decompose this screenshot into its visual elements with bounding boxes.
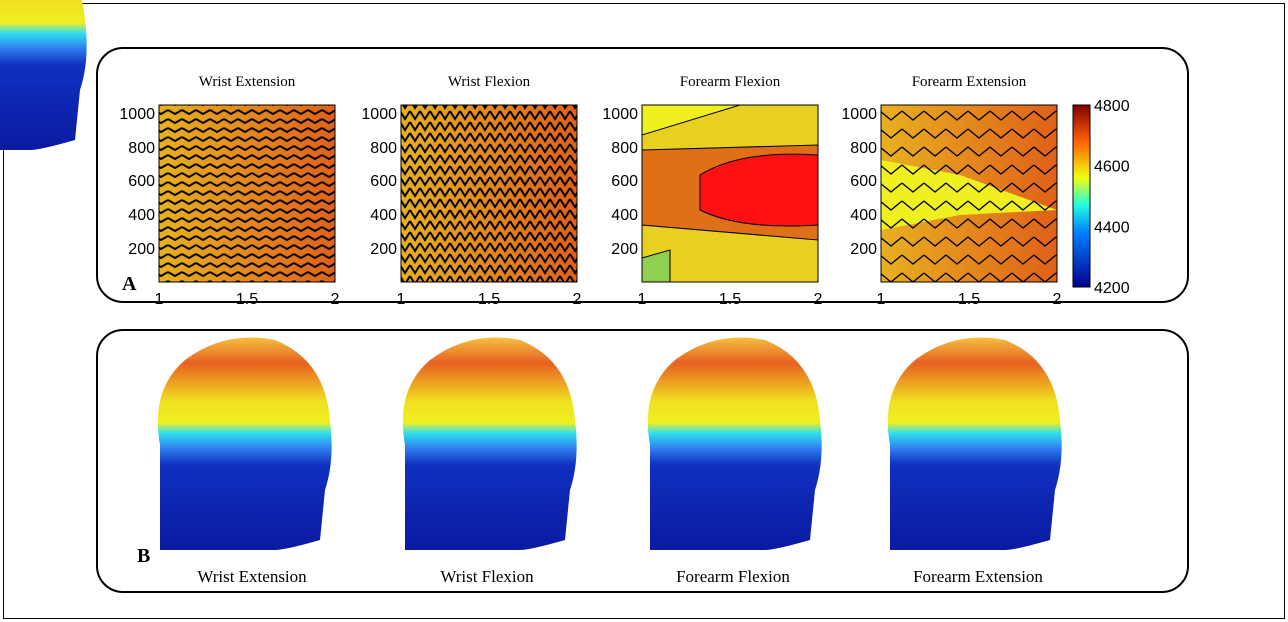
y-tick-label: 200 <box>128 241 155 258</box>
plot-title: Forearm Extension <box>912 74 1027 90</box>
x-tick-label: 2 <box>331 291 340 308</box>
y-tick-label: 800 <box>611 140 638 157</box>
y-tick-label: 600 <box>128 173 155 190</box>
colorbar-tick-label: 4800 <box>1094 98 1130 115</box>
heatmaps <box>159 105 1090 287</box>
plot-title: Forearm Flexion <box>680 74 781 90</box>
plot-title: Wrist Extension <box>199 74 296 90</box>
y-tick-label: 400 <box>128 207 155 224</box>
y-tick-label: 400 <box>370 207 397 224</box>
y-tick-label: 800 <box>128 140 155 157</box>
colorbar-tick-label: 4200 <box>1094 280 1130 297</box>
y-tick-label: 1000 <box>841 106 877 123</box>
head-caption: Wrist Extension <box>197 567 307 586</box>
y-tick-label: 400 <box>850 207 877 224</box>
x-tick-label: 1 <box>638 291 647 308</box>
colorbar-tick-label: 4400 <box>1094 219 1130 236</box>
y-tick-label: 1000 <box>119 106 155 123</box>
y-tick-label: 200 <box>611 241 638 258</box>
head-caption: Wrist Flexion <box>440 567 534 586</box>
panel-label: B <box>137 545 150 567</box>
y-tick-label: 600 <box>611 173 638 190</box>
head-caption: Forearm Extension <box>913 567 1043 586</box>
x-tick-label: 2 <box>1053 291 1062 308</box>
y-tick-label: 1000 <box>602 106 638 123</box>
plot-title: Wrist Flexion <box>448 74 531 90</box>
y-tick-label: 800 <box>850 140 877 157</box>
x-tick-label: 1.5 <box>719 291 741 308</box>
head-caption: Forearm Flexion <box>676 567 790 586</box>
y-tick-label: 600 <box>370 173 397 190</box>
y-tick-label: 1000 <box>361 106 397 123</box>
figure: A B Wrist Extension 1000 800 600 400 200 1 1.5 2… <box>0 0 1288 622</box>
x-tick-label: 1 <box>397 291 406 308</box>
y-tick-label: 200 <box>370 241 397 258</box>
x-tick-label: 1 <box>155 291 164 308</box>
y-tick-label: 400 <box>611 207 638 224</box>
x-tick-label: 1.5 <box>958 291 980 308</box>
x-tick-label: 1.5 <box>236 291 258 308</box>
panel-label: A <box>122 273 137 295</box>
x-tick-label: 1 <box>877 291 886 308</box>
colorbar-tick-label: 4600 <box>1094 159 1130 176</box>
x-tick-label: 2 <box>573 291 582 308</box>
y-tick-label: 200 <box>850 241 877 258</box>
y-tick-label: 800 <box>370 140 397 157</box>
x-tick-label: 2 <box>814 291 823 308</box>
x-tick-label: 1.5 <box>478 291 500 308</box>
y-tick-label: 600 <box>850 173 877 190</box>
